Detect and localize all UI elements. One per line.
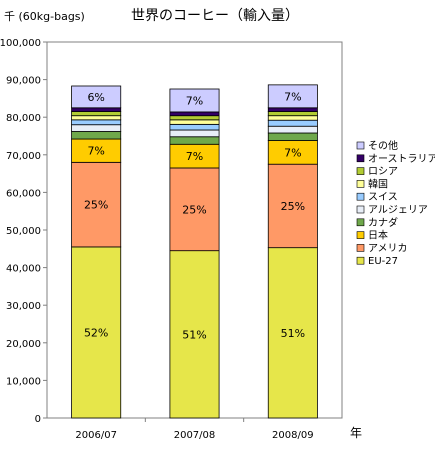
x-axis-label: 年 — [350, 426, 362, 440]
legend-label: オーストラリア — [368, 153, 435, 165]
legend-label: スイス — [368, 192, 398, 203]
bar-segment — [267, 107, 318, 112]
bar-segment — [71, 124, 122, 132]
bar-segment — [169, 123, 220, 131]
legend-label: アルジェリア — [368, 205, 428, 216]
data-label: 7% — [284, 90, 301, 103]
bar-segment — [71, 107, 122, 112]
legend-label: カナダ — [368, 216, 398, 229]
data-label: 7% — [284, 146, 301, 159]
bar-segment — [267, 115, 318, 121]
legend-label: 韓国 — [368, 178, 388, 190]
legend-swatch — [356, 180, 365, 188]
x-tick-label: 2007/08 — [174, 430, 216, 441]
bar-segment — [267, 163, 318, 249]
bar-segment — [169, 115, 220, 121]
bar-segment — [267, 84, 318, 109]
x-tick-label: 2006/07 — [75, 430, 117, 441]
legend-swatch — [356, 231, 365, 239]
y-tick-label: 60,000 — [6, 188, 41, 199]
bar-segment — [267, 125, 318, 134]
y-tick-label: 10,000 — [6, 376, 41, 387]
x-tick-label: 2008/09 — [272, 430, 314, 441]
legend-label: EU-27 — [368, 256, 398, 267]
y-axis-label: 千 (60kg-bags) — [4, 10, 85, 23]
legend-swatch — [356, 256, 365, 265]
y-tick-label: 30,000 — [6, 301, 41, 312]
legend-swatch — [356, 154, 365, 163]
legend-label: その他 — [368, 139, 398, 152]
legend-swatch — [356, 167, 365, 175]
data-label: 52% — [84, 326, 108, 339]
y-tick-label: 100,000 — [0, 38, 41, 49]
data-label: 51% — [281, 327, 305, 340]
axis-layer: 0 10,000 20,000 30,000 40,000 50,000 60,000 70,… — [0, 38, 314, 441]
y-tick-label: 0 — [35, 414, 41, 425]
legend-swatch — [356, 205, 365, 214]
bar-segment — [71, 119, 122, 126]
y-tick-label: 70,000 — [6, 151, 41, 162]
data-label: 25% — [182, 203, 206, 216]
bar-segment — [169, 129, 220, 138]
data-label: 7% — [87, 145, 104, 158]
bar-segment — [71, 246, 122, 419]
legend-swatch — [356, 141, 365, 150]
chart-title: 世界のコーヒー（輸入量） — [131, 8, 299, 24]
bar-segment — [169, 136, 220, 145]
data-label: 51% — [182, 328, 206, 341]
y-tick-label: 90,000 — [6, 76, 41, 87]
legend-swatch — [356, 192, 365, 201]
legend-swatch — [356, 244, 365, 252]
legend-swatch — [356, 218, 365, 227]
bars-layer: 52% 25% 7% 6% 51% 25% 7% 7% 51% 25% 7% 7% — [71, 84, 318, 419]
data-label: 7% — [186, 150, 203, 163]
bar-segment — [71, 115, 122, 121]
legend-label: ロシア — [368, 167, 398, 178]
bar-segment — [267, 132, 318, 141]
y-tick-label: 20,000 — [6, 339, 41, 350]
data-label: 25% — [281, 200, 305, 213]
bar-segment — [169, 250, 220, 419]
bar-segment — [71, 131, 122, 140]
bar-segment — [71, 161, 122, 248]
legend-label: アメリカ — [368, 242, 408, 254]
data-label: 6% — [87, 91, 104, 104]
bar-segment — [71, 111, 122, 117]
y-tick-label: 40,000 — [6, 264, 41, 275]
y-tick-label: 80,000 — [6, 113, 41, 124]
data-label: 25% — [84, 199, 108, 212]
bar-segment — [169, 111, 220, 117]
y-tick-label: 50,000 — [6, 226, 41, 237]
bar-segment — [169, 119, 220, 125]
bar-segment — [267, 119, 318, 127]
bar-segment — [267, 247, 318, 419]
legend-label: 日本 — [368, 229, 388, 242]
data-label: 7% — [186, 94, 203, 107]
bar-segment — [71, 85, 122, 109]
bar-segment — [169, 88, 220, 113]
bar-segment — [267, 111, 318, 117]
